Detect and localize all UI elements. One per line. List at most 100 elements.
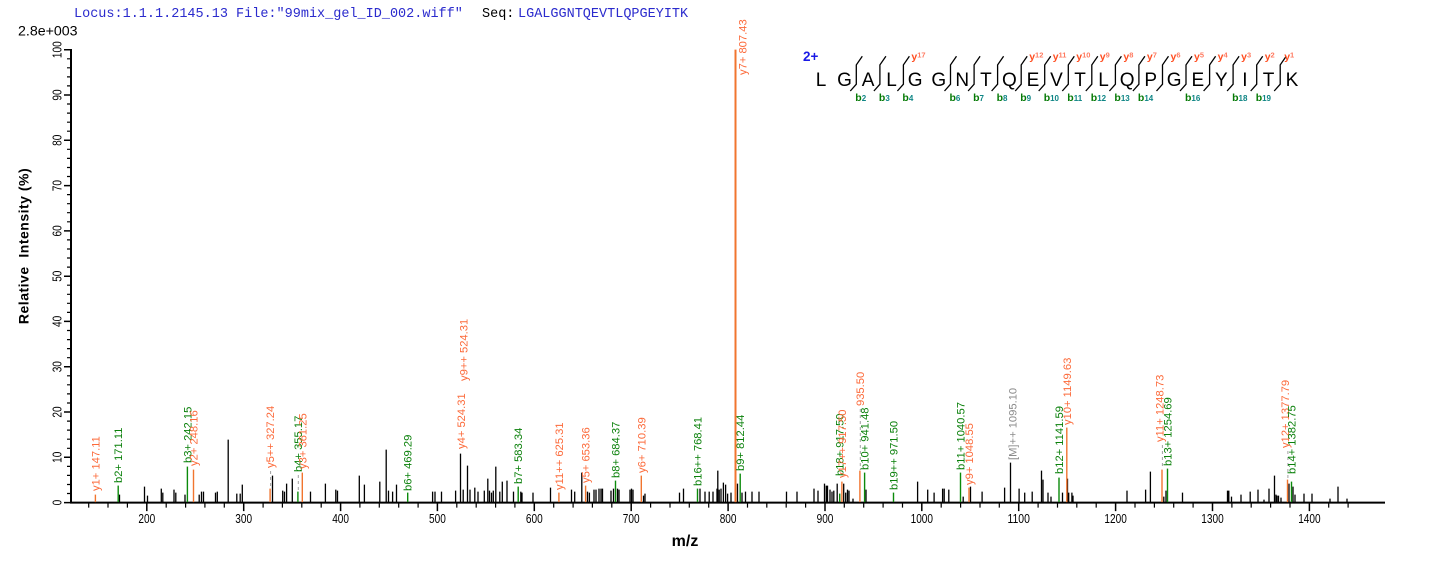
svg-text:y17++ 917.50: y17++ 917.50: [837, 410, 849, 478]
svg-text:L: L: [886, 70, 897, 91]
svg-text:K: K: [1286, 70, 1299, 91]
svg-text:b6: b6: [950, 92, 961, 104]
svg-text:b12+ 1141.59: b12+ 1141.59: [1054, 406, 1066, 474]
svg-text:b11: b11: [1067, 92, 1082, 104]
svg-text:y3: y3: [1241, 51, 1251, 64]
svg-text:y5: y5: [1194, 51, 1204, 64]
svg-text:b3+ 242.15: b3+ 242.15: [182, 407, 194, 463]
svg-text:y12+ 1377.79: y12+ 1377.79: [1280, 380, 1292, 448]
svg-text:b12: b12: [1091, 92, 1107, 104]
svg-text:900: 900: [817, 512, 834, 526]
svg-text:y2+ 248.16: y2+ 248.16: [189, 410, 201, 466]
svg-text:Seq:: Seq:: [482, 7, 514, 22]
svg-text:50: 50: [51, 271, 65, 282]
svg-text:y11++ 625.31: y11++ 625.31: [554, 422, 566, 490]
svg-text:y4+ 524.31: y4+ 524.31: [456, 393, 468, 449]
svg-text:600: 600: [526, 512, 543, 526]
svg-text:70: 70: [51, 180, 65, 191]
svg-text:b10: b10: [1044, 92, 1060, 104]
svg-text:b6+ 469.29: b6+ 469.29: [403, 435, 415, 491]
svg-text:b10+ 941.48: b10+ 941.48: [860, 407, 872, 470]
svg-text:1000: 1000: [911, 512, 933, 526]
svg-text:y7: y7: [1147, 51, 1157, 64]
svg-text:Locus:1.1.1.2145.13 File:"99mi: Locus:1.1.1.2145.13 File:"99mix_gel_ID_0…: [74, 7, 463, 22]
svg-text:E: E: [1191, 70, 1204, 91]
svg-text:b11+ 1040.57: b11+ 1040.57: [956, 402, 968, 470]
svg-text:b7: b7: [973, 92, 984, 104]
svg-text:G: G: [908, 70, 923, 91]
svg-text:b18: b18: [1232, 92, 1248, 104]
svg-text:b9: b9: [1020, 92, 1031, 104]
svg-text:b3: b3: [879, 92, 890, 104]
svg-text:V: V: [1050, 70, 1063, 91]
svg-text:y6: y6: [1171, 51, 1181, 64]
svg-text:y9++ 524.31: y9++ 524.31: [459, 319, 471, 381]
svg-text:90: 90: [51, 89, 65, 100]
svg-text:b19: b19: [1256, 92, 1272, 104]
svg-text:60: 60: [51, 225, 65, 236]
svg-text:y10+ 1149.63: y10+ 1149.63: [1062, 358, 1074, 425]
svg-text:2+: 2+: [803, 49, 819, 64]
svg-text:Q: Q: [1120, 70, 1135, 91]
svg-text:y1: y1: [1284, 51, 1294, 64]
svg-text:40: 40: [51, 316, 65, 327]
svg-text:T: T: [1074, 70, 1086, 91]
svg-text:935.50: 935.50: [855, 372, 867, 406]
svg-text:b2: b2: [855, 92, 866, 104]
svg-text:b14: b14: [1138, 92, 1154, 104]
svg-text:L: L: [816, 70, 827, 91]
svg-text:Q: Q: [1002, 70, 1017, 91]
svg-text:300: 300: [235, 512, 252, 526]
svg-text:20: 20: [51, 406, 65, 417]
svg-text:y11: y11: [1053, 51, 1067, 64]
svg-text:y4: y4: [1218, 51, 1229, 64]
svg-text:b16++ 768.41: b16++ 768.41: [693, 417, 705, 486]
svg-text:b18+ 917.50: b18+ 917.50: [835, 413, 847, 476]
svg-text:y2: y2: [1265, 51, 1275, 64]
svg-text:b13: b13: [1114, 92, 1130, 104]
svg-text:2.8e+003: 2.8e+003: [18, 24, 78, 40]
svg-text:E: E: [1027, 70, 1040, 91]
svg-text:y12: y12: [1029, 51, 1043, 64]
svg-text:1300: 1300: [1201, 512, 1223, 526]
svg-text:100: 100: [51, 41, 65, 58]
svg-text:T: T: [980, 70, 992, 91]
svg-text:y11+ 1248.73: y11+ 1248.73: [1155, 375, 1167, 442]
svg-text:y5++ 327.24: y5++ 327.24: [265, 406, 277, 468]
svg-text:y17: y17: [911, 51, 925, 64]
svg-text:y9: y9: [1100, 51, 1110, 64]
svg-text:700: 700: [623, 512, 640, 526]
svg-text:[M]++ 1095.10: [M]++ 1095.10: [1008, 388, 1020, 460]
svg-text:1200: 1200: [1104, 512, 1126, 526]
svg-text:Y: Y: [1215, 70, 1228, 91]
svg-text:b8+ 684.37: b8+ 684.37: [611, 422, 623, 478]
svg-text:0: 0: [51, 500, 65, 506]
svg-text:y9+ 1048.55: y9+ 1048.55: [964, 423, 976, 485]
svg-text:y10: y10: [1076, 51, 1090, 64]
svg-text:200: 200: [138, 512, 155, 526]
svg-text:400: 400: [332, 512, 349, 526]
svg-text:T: T: [1263, 70, 1275, 91]
svg-text:LGALGGNTQEVTLQPGEYITK: LGALGGNTQEVTLQPGEYITK: [518, 7, 689, 22]
svg-text:G: G: [837, 70, 852, 91]
svg-text:b19++ 971.50: b19++ 971.50: [889, 421, 901, 490]
svg-text:Relative Intensity (%): Relative Intensity (%): [16, 168, 32, 324]
svg-text:80: 80: [51, 135, 65, 146]
svg-text:b4+ 355.17: b4+ 355.17: [293, 416, 305, 472]
svg-text:b8: b8: [997, 92, 1008, 104]
svg-text:b9+ 812.44: b9+ 812.44: [735, 415, 747, 471]
svg-text:y6+ 710.39: y6+ 710.39: [636, 417, 648, 473]
svg-text:500: 500: [429, 512, 446, 526]
svg-text:30: 30: [51, 361, 65, 372]
svg-text:800: 800: [720, 512, 737, 526]
svg-text:y3+ 361.25: y3+ 361.25: [297, 413, 309, 469]
svg-text:y7+ 807.43: y7+ 807.43: [738, 19, 750, 75]
svg-text:b4: b4: [902, 92, 913, 104]
svg-text:P: P: [1144, 70, 1157, 91]
svg-text:b13+ 1254.69: b13+ 1254.69: [1163, 397, 1175, 466]
svg-text:G: G: [931, 70, 946, 91]
svg-text:m/z: m/z: [672, 533, 699, 550]
svg-text:A: A: [862, 70, 875, 91]
svg-text:y5+ 653.36: y5+ 653.36: [581, 427, 593, 483]
svg-text:I: I: [1242, 70, 1247, 91]
